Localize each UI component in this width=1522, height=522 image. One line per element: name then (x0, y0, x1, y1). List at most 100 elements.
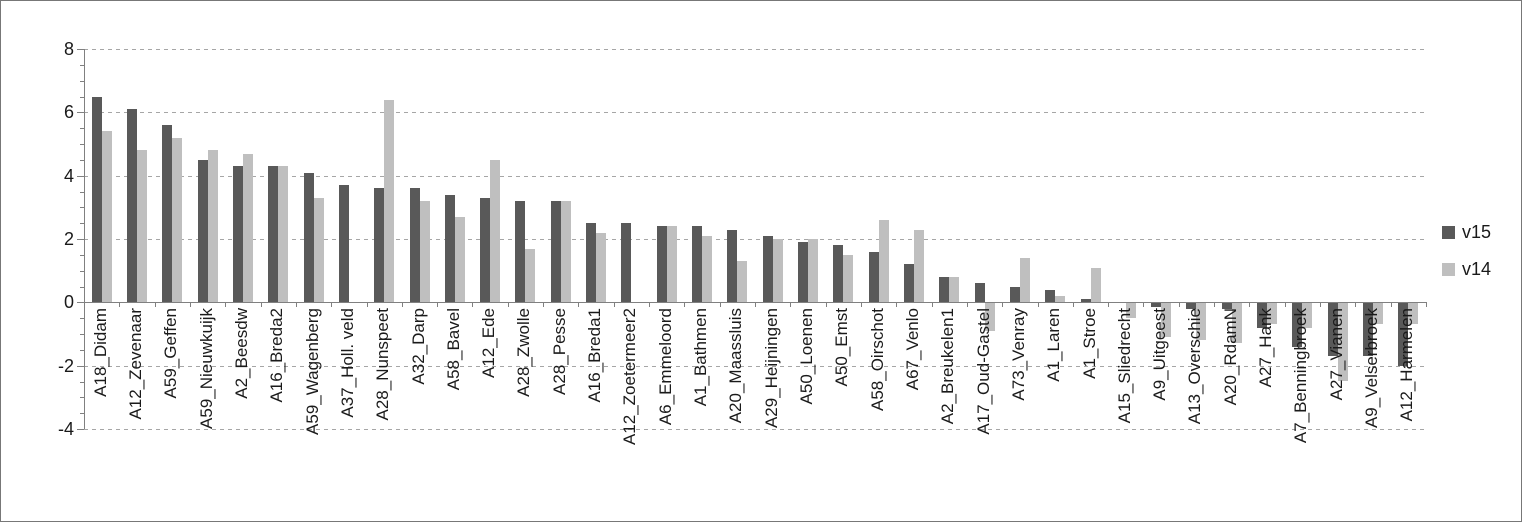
category-label: A27_Vianen (1326, 308, 1346, 401)
y-axis-tick-label: -2 (57, 355, 74, 376)
bar-v15-A59_Nieuwkuijk (197, 159, 208, 303)
y-axis-minor-tick (80, 413, 84, 415)
category-axis-tick (225, 302, 227, 308)
bar-v14-A13_Overschie (1196, 302, 1207, 341)
category-axis-tick (1143, 302, 1145, 308)
category-axis-tick (896, 302, 898, 308)
bar-v14-A15_Sliedrecht (1125, 302, 1136, 319)
category-label: A1_Laren (1044, 308, 1064, 383)
y-axis-minor-tick (80, 334, 84, 335)
bar-v15-A12_Zoetermeer2 (621, 223, 632, 303)
bar-v15-A1_Stroe (1080, 299, 1091, 303)
category-axis-tick (1355, 302, 1357, 308)
y-axis-minor-tick (80, 159, 84, 161)
category-label: A28_Pesse (549, 308, 569, 396)
y-axis-tick-label: 8 (63, 39, 74, 59)
bar-v14-A12_Harmelen (1408, 302, 1419, 325)
category-label: A9_Uitgeest (1150, 308, 1170, 401)
category-axis-tick (84, 302, 85, 308)
category-axis-tick (1426, 302, 1427, 308)
y-axis-minor-tick (80, 96, 84, 98)
category-label: A59_Nieuwkuijk (196, 308, 216, 430)
category-axis-line (84, 302, 1426, 304)
legend-swatch-v15 (1442, 225, 1455, 239)
category-axis-tick (366, 302, 368, 308)
category-axis-tick (719, 302, 721, 308)
category-axis-tick (825, 302, 827, 308)
category-label: A17_Oud-Gastel (973, 308, 993, 435)
category-label: A9_Velserbroek (1362, 308, 1382, 429)
y-axis-major-tick (77, 302, 84, 304)
category-label: A12_Zevenaar (125, 308, 145, 420)
category-axis-tick (1320, 302, 1322, 308)
category-label: A12_Harmelen (1397, 308, 1417, 422)
category-label: A67_Venlo (902, 308, 922, 391)
category-axis-tick (790, 302, 792, 308)
category-axis-tick (613, 302, 615, 308)
category-label: A28_Zwolle (514, 308, 534, 398)
category-axis-tick (1390, 302, 1392, 308)
y-axis-major-tick (77, 239, 84, 240)
category-axis-tick (966, 302, 968, 308)
bar-v14-A12_Ede (490, 159, 501, 303)
bar-v14-A50_Loenen (807, 239, 818, 303)
category-axis-tick (1214, 302, 1216, 308)
legend-item-v15: v15 (1442, 222, 1491, 242)
bar-v14-A2_Beesdw (242, 153, 253, 303)
y-axis-major-tick (77, 112, 84, 114)
bar-v15-A16_Breda1 (586, 223, 597, 303)
category-axis-tick (1072, 302, 1074, 308)
category-axis-tick (189, 302, 191, 308)
legend-label-v14: v14 (1462, 259, 1492, 279)
gridline (84, 175, 1426, 177)
y-axis-minor-tick (80, 191, 84, 193)
bar-v15-A16_Breda2 (268, 166, 279, 303)
bar-v15-A6_Emmeloord (656, 226, 667, 303)
category-axis-tick (684, 302, 686, 308)
bar-v15-A12_Ede (480, 197, 491, 303)
category-axis-tick (119, 302, 121, 308)
bar-v14-A27_Vianen (1337, 302, 1348, 382)
category-axis-tick (295, 302, 297, 308)
bar-v14-A1_Stroe (1090, 267, 1101, 303)
category-label: A18_Didam (90, 308, 110, 398)
bar-v15-A58_Oirschot (868, 251, 879, 303)
bar-v15-A58_Bavel (444, 194, 455, 303)
bar-v14-A58_Bavel (454, 216, 465, 303)
y-axis-minor-tick (80, 64, 84, 66)
bar-v14-A7_Benningbroek (1302, 302, 1313, 328)
y-axis-tick-label: 6 (63, 102, 74, 123)
y-axis-tick-label: 2 (63, 229, 74, 249)
bar-v15-A28_Nunspeet (374, 188, 385, 303)
bar-v15-A2_Breukelen1 (939, 277, 950, 303)
bar-v15-A27_Vianen (1327, 302, 1338, 357)
category-label: A12_Ede (479, 308, 499, 379)
bar-v15-A1_Laren (1045, 289, 1056, 303)
bar-v14-A16_Breda1 (596, 232, 607, 303)
y-axis-minor-tick (80, 207, 84, 209)
category-axis-tick (543, 302, 545, 308)
category-label: A28_Nunspeet (373, 308, 393, 421)
bar-v15-A2_Beesdw (232, 166, 243, 303)
y-axis-tick-label: 4 (63, 165, 74, 186)
y-axis-minor-tick (80, 270, 84, 272)
bar-v14-A6_Emmeloord (666, 226, 677, 303)
category-axis-tick (578, 302, 580, 308)
gridline (84, 239, 1426, 240)
bar-v14-A58_Oirschot (878, 220, 889, 303)
bar-v15-A9_Velserbroek (1363, 302, 1374, 357)
category-label: A1_Bathmen (691, 308, 711, 407)
y-axis-minor-tick (80, 128, 84, 130)
category-label: A32_Darp (408, 308, 428, 385)
bar-v14-A28_Nunspeet (384, 99, 395, 303)
bar-v14-A1_Laren (1055, 296, 1066, 303)
category-label: A20_Maassluis (726, 308, 746, 424)
bar-v15-A50_Loenen (797, 242, 808, 303)
category-label: A2_Breukelen1 (938, 308, 958, 425)
y-axis-tick-label: -4 (57, 419, 74, 439)
category-label: A50_Loenen (796, 308, 816, 405)
bar-v15-A12_Harmelen (1398, 302, 1409, 366)
bar-v14-A28_Pesse (560, 201, 571, 303)
category-axis-tick (1249, 302, 1251, 308)
